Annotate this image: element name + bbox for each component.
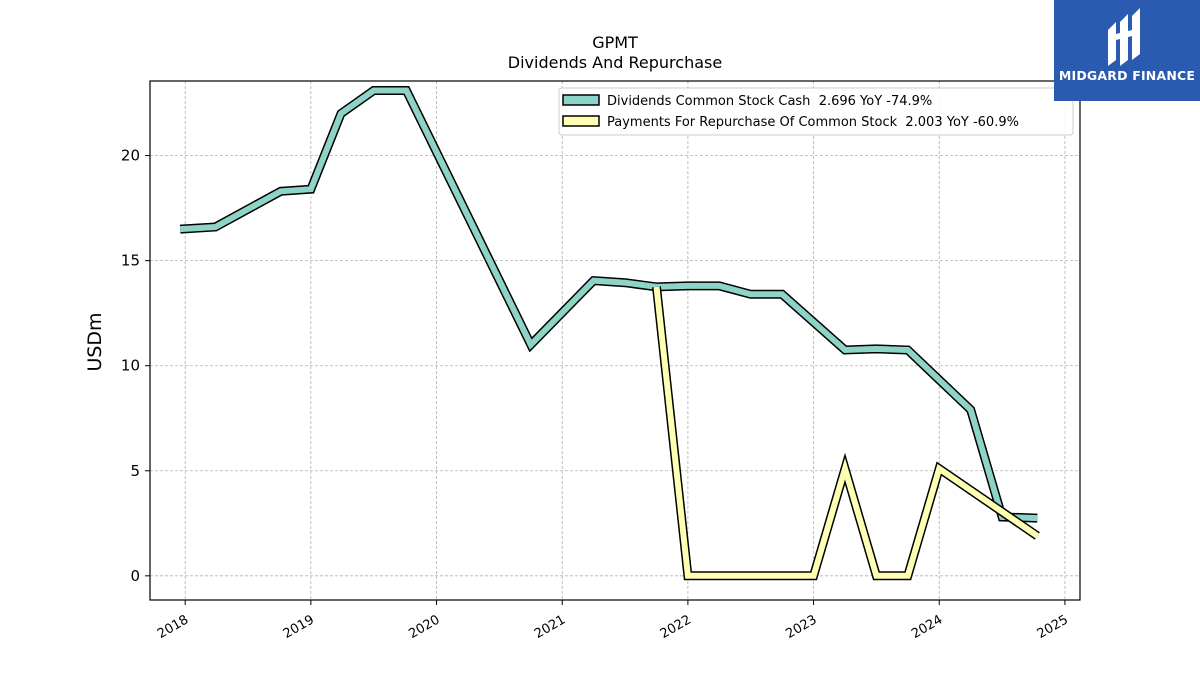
x-tick-label: 2025 bbox=[1035, 612, 1071, 642]
series-outline bbox=[179, 86, 1038, 523]
x-tick-label: 2022 bbox=[658, 612, 694, 642]
y-axis-label: USDm bbox=[84, 312, 106, 371]
series-layer bbox=[179, 86, 1040, 581]
plot-frame bbox=[149, 80, 1081, 601]
chart-subtitle: Dividends And Repurchase bbox=[508, 53, 722, 72]
x-tick-label: 2021 bbox=[532, 612, 568, 642]
x-tick-label: 2020 bbox=[406, 612, 442, 642]
legend-swatch-repurchase bbox=[562, 115, 600, 127]
series-fill bbox=[180, 87, 1038, 522]
y-tick-label: 20 bbox=[121, 147, 140, 165]
logo-text: MIDGARD FINANCE bbox=[1058, 68, 1196, 83]
series-line-repurchase bbox=[652, 286, 1040, 581]
chart-title: GPMT bbox=[592, 33, 638, 52]
y-tick-label: 5 bbox=[130, 462, 140, 480]
y-tick-label: 0 bbox=[130, 567, 140, 585]
y-tick-label: 10 bbox=[121, 357, 140, 375]
series-line-dividends bbox=[179, 86, 1038, 523]
x-tick-label: 2019 bbox=[281, 612, 317, 642]
midgard-logo-icon bbox=[1108, 8, 1140, 66]
grid bbox=[150, 81, 1080, 600]
legend-box bbox=[558, 87, 1074, 136]
x-axis: 2018 2019 2020 2021 2022 2023 2024 2025 bbox=[155, 600, 1071, 642]
legend-swatch-dividends bbox=[562, 94, 600, 106]
series-fill bbox=[653, 286, 1039, 579]
brand-logo: MIDGARD FINANCE bbox=[1054, 0, 1200, 101]
y-tick-label: 15 bbox=[121, 252, 140, 270]
x-tick-label: 2018 bbox=[155, 612, 191, 642]
legend-label-repurchase: Payments For Repurchase Of Common Stock … bbox=[607, 115, 1019, 130]
x-tick-label: 2024 bbox=[909, 612, 945, 642]
x-tick-label: 2023 bbox=[783, 612, 819, 642]
legend-label-dividends: Dividends Common Stock Cash 2.696 YoY -7… bbox=[607, 94, 932, 109]
y-axis: 0 5 10 15 20 bbox=[121, 147, 150, 585]
legend: Dividends Common Stock Cash 2.696 YoY -7… bbox=[558, 87, 1074, 136]
